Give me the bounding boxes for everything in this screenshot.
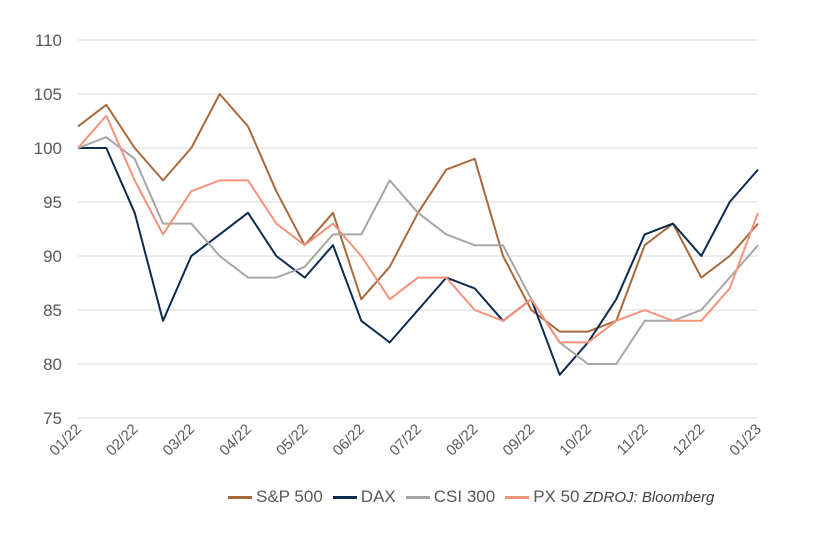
legend: S&P 500 DAX CSI 300 PX 50 ZDROJ: Bloombe… — [228, 487, 714, 507]
legend-item-dax: DAX — [332, 487, 396, 507]
legend-swatch-px50 — [505, 495, 530, 499]
legend-swatch-csi300 — [405, 495, 430, 499]
y-tick-label: 105 — [34, 85, 62, 104]
x-tick-label: 10/22 — [556, 421, 595, 460]
x-tick-label: 03/22 — [160, 421, 199, 460]
y-tick-label: 90 — [43, 247, 62, 266]
x-tick-label: 09/22 — [500, 421, 539, 460]
series-lines — [77, 93, 759, 376]
x-axis-ticks: 01/22 02/22 03/22 04/22 05/22 06/22 07/22 08/22… — [46, 421, 765, 460]
legend-label-dax: DAX — [360, 487, 396, 506]
x-tick-label: 05/22 — [273, 421, 312, 460]
y-tick-label: 75 — [43, 409, 62, 428]
y-tick-label: 95 — [43, 193, 62, 212]
x-tick-label: 01/23 — [726, 421, 765, 460]
x-tick-label: 07/22 — [386, 421, 425, 460]
y-tick-label: 100 — [34, 139, 62, 158]
legend-swatch-sp500 — [228, 495, 252, 499]
y-tick-label: 80 — [43, 355, 62, 374]
legend-swatch-dax — [332, 495, 357, 499]
y-tick-label: 85 — [43, 301, 62, 320]
legend-item-px50: PX 50 — [505, 487, 580, 507]
x-tick-label: 06/22 — [330, 421, 369, 460]
series-line-px-50 — [77, 114, 759, 344]
y-tick-label: 110 — [35, 31, 62, 50]
series-line-dax — [78, 147, 759, 376]
legend-label-csi300: CSI 300 — [433, 487, 496, 506]
x-tick-label: 04/22 — [216, 421, 255, 460]
x-tick-label: 11/22 — [614, 421, 652, 459]
y-axis-ticks: 75 80 85 90 95 100 105 110 — [34, 31, 62, 428]
legend-item-csi300: CSI 300 — [405, 487, 496, 507]
legend-label-px50: PX 50 — [533, 487, 580, 506]
source-note: ZDROJ: Bloomberg — [583, 488, 715, 506]
x-tick-label: 02/22 — [103, 421, 142, 460]
legend-label-sp500: S&P 500 — [256, 487, 323, 506]
x-tick-label: 12/22 — [670, 421, 709, 460]
series-line-csi-300 — [77, 136, 759, 365]
legend-item-sp500: S&P 500 — [228, 487, 323, 507]
x-tick-label: 08/22 — [443, 421, 482, 460]
gridlines — [78, 39, 758, 419]
